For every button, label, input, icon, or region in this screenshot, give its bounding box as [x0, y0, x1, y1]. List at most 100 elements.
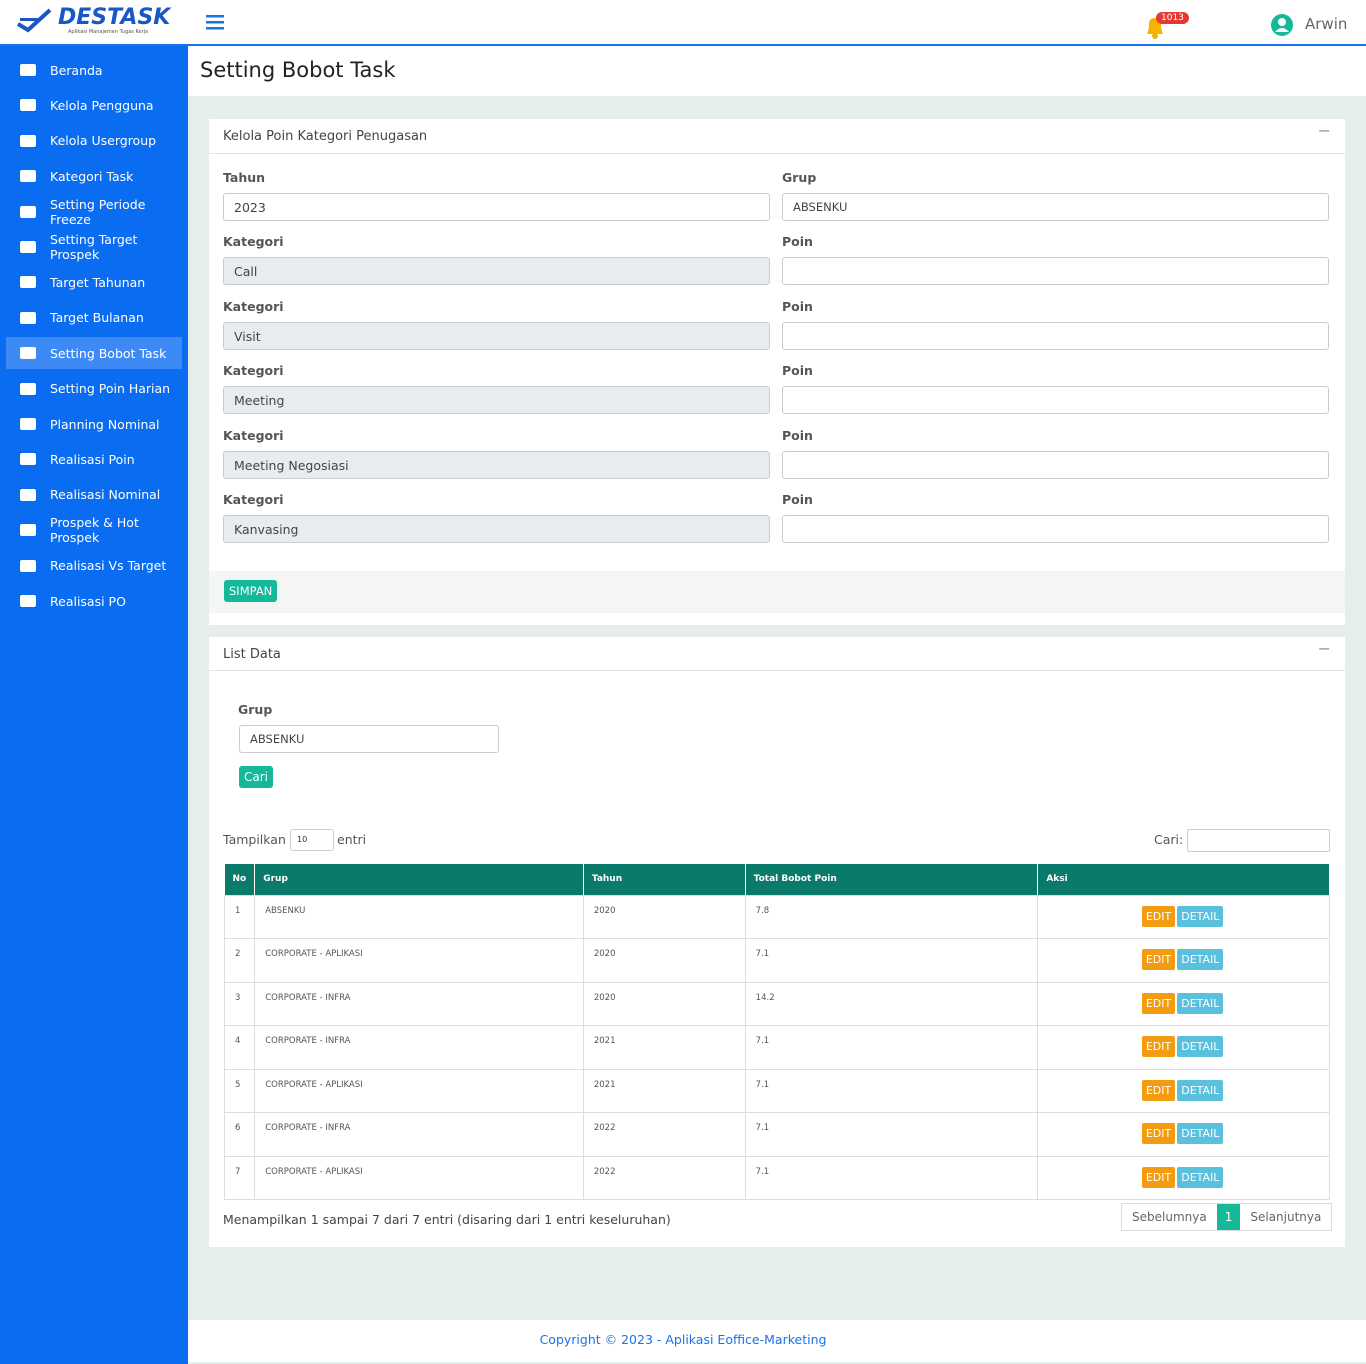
pagination: Sebelumnya1Selanjutnya	[1121, 1203, 1332, 1231]
nav-label[interactable]: Target Tahunan	[50, 275, 145, 290]
next-button[interactable]: Selanjutnya	[1240, 1210, 1331, 1224]
nav-item[interactable]: Setting Poin Harian	[6, 373, 182, 405]
action-cell: EDITDETAIL	[1038, 1026, 1330, 1070]
column-header[interactable]: No	[225, 864, 255, 895]
detail-button[interactable]: DETAIL	[1177, 949, 1223, 970]
nav-label[interactable]: Setting Target Prospek	[50, 232, 182, 262]
input[interactable]	[782, 257, 1329, 285]
table-row: 5CORPORATE - APLIKASI20217.1EDITDETAIL	[225, 1069, 1330, 1113]
nav-label[interactable]: Beranda	[50, 63, 103, 78]
length-select[interactable]: 10	[290, 829, 334, 851]
cell: 14.2	[745, 982, 1038, 1026]
label: Kategori	[223, 428, 284, 443]
cell: 6	[225, 1113, 255, 1157]
edit-button[interactable]: EDIT	[1142, 993, 1175, 1014]
nav-label[interactable]: Kategori Task	[50, 169, 133, 184]
input[interactable]	[782, 451, 1329, 479]
nav-label[interactable]: Realisasi Nominal	[50, 487, 160, 502]
edit-button[interactable]: EDIT	[1142, 1123, 1175, 1144]
collapse[interactable]: −	[1318, 121, 1331, 140]
nav-label[interactable]: Realisasi Poin	[50, 452, 135, 467]
cell: 2022	[583, 1113, 745, 1157]
edit-button[interactable]: EDIT	[1142, 1036, 1175, 1057]
table-row: 3CORPORATE - INFRA202014.2EDITDETAIL	[225, 982, 1330, 1026]
nav-label[interactable]: Prospek & Hot Prospek	[50, 515, 182, 545]
edit-button[interactable]: EDIT	[1142, 1167, 1175, 1188]
nav-label[interactable]: Realisasi PO	[50, 594, 126, 609]
nav-item[interactable]: Realisasi Poin	[6, 443, 182, 475]
nav-icon	[18, 557, 38, 575]
detail-button[interactable]: DETAIL	[1177, 1123, 1223, 1144]
cell: 1	[225, 895, 255, 939]
select[interactable]: ABSENKU	[782, 193, 1329, 221]
column-header[interactable]: Tahun	[583, 864, 745, 895]
cell: 7.1	[745, 1113, 1038, 1157]
nav-label[interactable]: Target Bulanan	[50, 310, 144, 325]
input[interactable]	[782, 386, 1329, 414]
cell: 2021	[583, 1069, 745, 1113]
nav-item[interactable]: Setting Periode Freeze	[6, 196, 182, 228]
nav-item[interactable]: Target Tahunan	[6, 266, 182, 298]
cell: 4	[225, 1026, 255, 1070]
prev-button[interactable]: Sebelumnya	[1122, 1210, 1217, 1224]
divider	[209, 153, 1345, 154]
menu-toggle[interactable]	[206, 14, 226, 32]
cell: CORPORATE - INFRA	[255, 1113, 584, 1157]
input: Call	[223, 257, 770, 285]
label: Kategori	[223, 299, 284, 314]
page-button[interactable]: 1	[1217, 1204, 1241, 1230]
nav-label[interactable]: Kelola Usergroup	[50, 133, 156, 148]
label: Poin	[782, 492, 813, 507]
table-row: 4CORPORATE - INFRA20217.1EDITDETAIL	[225, 1026, 1330, 1070]
nav-item[interactable]: Prospek & Hot Prospek	[6, 514, 182, 546]
save-button[interactable]: SIMPAN	[224, 580, 277, 602]
nav-icon	[18, 415, 38, 433]
nav-item[interactable]: Kelola Usergroup	[6, 125, 182, 157]
search-button[interactable]: Cari	[239, 766, 273, 788]
length-label: entri	[337, 832, 366, 847]
nav-label[interactable]: Setting Periode Freeze	[50, 197, 182, 227]
detail-button[interactable]: DETAIL	[1177, 993, 1223, 1014]
input: Kanvasing	[223, 515, 770, 543]
nav-item[interactable]: Realisasi Vs Target	[6, 550, 182, 582]
select[interactable]: ABSENKU	[239, 725, 499, 753]
cell: 5	[225, 1069, 255, 1113]
nav-label[interactable]: Setting Bobot Task	[50, 346, 166, 361]
action-cell: EDITDETAIL	[1038, 1113, 1330, 1157]
column-header[interactable]: Grup	[255, 864, 584, 895]
avatar[interactable]	[1270, 13, 1294, 37]
user-name[interactable]: Arwin	[1305, 15, 1347, 33]
edit-button[interactable]: EDIT	[1142, 906, 1175, 927]
edit-button[interactable]: EDIT	[1142, 949, 1175, 970]
detail-button[interactable]: DETAIL	[1177, 1036, 1223, 1057]
nav-item[interactable]: Setting Target Prospek	[6, 231, 182, 263]
nav-item[interactable]: Setting Bobot Task	[6, 337, 182, 369]
cell: CORPORATE - APLIKASI	[255, 939, 584, 983]
nav-label[interactable]: Setting Poin Harian	[50, 381, 170, 396]
nav-item[interactable]: Realisasi Nominal	[6, 479, 182, 511]
nav-label[interactable]: Realisasi Vs Target	[50, 558, 166, 573]
input[interactable]	[782, 322, 1329, 350]
nav-item[interactable]: Kategori Task	[6, 160, 182, 192]
search-input[interactable]	[1187, 829, 1330, 852]
nav-item[interactable]: Kelola Pengguna	[6, 89, 182, 121]
nav-icon	[18, 96, 38, 114]
detail-button[interactable]: DETAIL	[1177, 906, 1223, 927]
detail-button[interactable]: DETAIL	[1177, 1080, 1223, 1101]
label: Grup	[238, 702, 272, 717]
edit-button[interactable]: EDIT	[1142, 1080, 1175, 1101]
nav-item[interactable]: Target Bulanan	[6, 302, 182, 334]
column-header[interactable]: Total Bobot Poin	[745, 864, 1038, 895]
nav-item[interactable]: Planning Nominal	[6, 408, 182, 440]
collapse[interactable]: −	[1318, 639, 1331, 658]
nav-label[interactable]: Planning Nominal	[50, 417, 160, 432]
nav-label[interactable]: Kelola Pengguna	[50, 98, 154, 113]
copyright: Copyright © 2023 - Aplikasi Eoffice-Mark…	[188, 1332, 1178, 1347]
input: Meeting	[223, 386, 770, 414]
detail-button[interactable]: DETAIL	[1177, 1167, 1223, 1188]
select[interactable]: 2023	[223, 193, 770, 221]
input[interactable]	[782, 515, 1329, 543]
nav-item[interactable]: Realisasi PO	[6, 585, 182, 617]
cell: 2	[225, 939, 255, 983]
nav-item[interactable]: Beranda	[6, 54, 182, 86]
